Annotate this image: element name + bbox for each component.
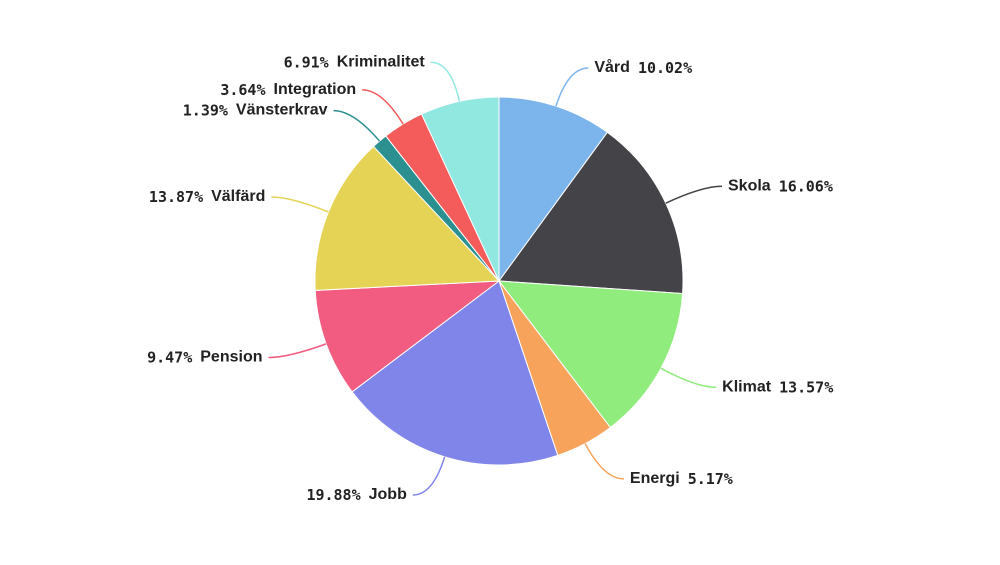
value-label: 5.17% xyxy=(688,469,733,487)
category: Kriminalitet xyxy=(337,53,426,70)
value-label: 1.39% xyxy=(183,101,228,119)
connector xyxy=(430,61,461,102)
category: Energi xyxy=(630,470,680,487)
connector xyxy=(665,185,723,204)
pie-slice xyxy=(497,280,684,429)
slices xyxy=(314,96,684,466)
labels: Vård 10.02% Skola 16.06% Klimat 13.57% Energi 5… xyxy=(147,53,833,504)
slice-label: 3.64% Integration xyxy=(220,80,356,98)
category: Klimat xyxy=(722,379,772,396)
slice-label: 9.47% Pension xyxy=(147,348,262,366)
value-label: 3.64% xyxy=(220,80,265,98)
pie-slice xyxy=(351,280,559,466)
value-label: 19.88% xyxy=(306,486,360,504)
value-label: 6.91% xyxy=(284,53,329,71)
value-label: 16.06% xyxy=(779,177,833,195)
connector xyxy=(333,109,381,142)
category: Vänsterkrav xyxy=(236,102,328,119)
category: Välfärd xyxy=(211,188,265,205)
pie-slice xyxy=(498,131,684,295)
slice-label: Vård 10.02% xyxy=(594,58,692,76)
connector xyxy=(660,367,717,389)
slice-label: 6.91% Kriminalitet xyxy=(284,53,426,71)
slice-label: 19.88% Jobb xyxy=(306,486,407,504)
value-label: 9.47% xyxy=(147,348,192,366)
category: Pension xyxy=(200,349,262,366)
pie-slice xyxy=(314,145,501,291)
slice-label: 13.87% Välfärd xyxy=(149,187,265,205)
connector xyxy=(584,443,624,480)
category: Jobb xyxy=(369,486,407,503)
slice-label: Klimat 13.57% xyxy=(722,378,833,396)
value-label: 13.87% xyxy=(149,187,203,205)
value-label: 10.02% xyxy=(638,59,692,77)
category: Skola xyxy=(728,178,771,195)
connector xyxy=(268,343,327,359)
slice-label: Energi 5.17% xyxy=(630,469,733,487)
slice-label: 1.39% Vänsterkrav xyxy=(183,101,328,119)
connector xyxy=(362,89,404,125)
connector xyxy=(412,456,446,496)
slice-label: Skola 16.06% xyxy=(728,177,833,195)
connector xyxy=(271,196,329,213)
category: Vård xyxy=(594,58,630,76)
connector xyxy=(555,67,589,107)
value-label: 13.57% xyxy=(779,378,833,396)
category: Integration xyxy=(274,81,357,98)
pie-slice xyxy=(498,96,609,283)
